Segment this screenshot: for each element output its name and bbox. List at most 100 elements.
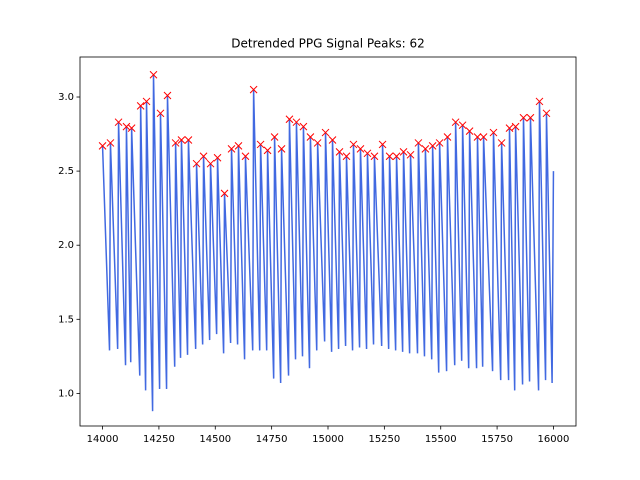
peak-marker-stroke [505, 124, 514, 132]
peak-marker [149, 70, 158, 79]
y-tick-label: 3.0 [58, 92, 74, 103]
peak-marker-stroke [192, 159, 201, 168]
peak-marker [313, 139, 322, 147]
x-tick-label: 14500 [199, 434, 231, 445]
peak-marker-stroke [349, 140, 358, 149]
peak-marker [363, 149, 372, 158]
peak-marker [184, 136, 193, 144]
peak-marker [342, 152, 351, 161]
peak-marker-stroke [479, 133, 488, 141]
peak-marker [378, 140, 387, 149]
peak-marker [519, 113, 528, 122]
x-tick-label: 14750 [256, 434, 288, 445]
x-tick-label: 15250 [368, 434, 400, 445]
peak-marker [542, 109, 551, 118]
peak-marker-stroke [241, 152, 250, 161]
peak-marker-stroke [370, 152, 379, 161]
peak-marker-stroke [171, 139, 180, 147]
peak-marker-stroke [136, 102, 145, 110]
peak-marker [414, 139, 423, 147]
peak-marker-stroke [511, 122, 520, 131]
peak-marker [370, 152, 379, 161]
x-tick-label: 16000 [538, 434, 570, 445]
peak-marker-stroke [473, 133, 482, 141]
peak-marker-stroke [313, 139, 322, 147]
peak-marker-stroke [526, 113, 535, 122]
peak-marker [156, 109, 165, 118]
peak-marker [127, 124, 136, 132]
peak-marker [356, 145, 365, 153]
peak-marker [392, 152, 401, 161]
peak-marker-stroke [451, 118, 460, 127]
peak-marker-stroke [328, 136, 337, 144]
peak-marker-stroke [497, 139, 506, 147]
plot-frame [79, 56, 577, 427]
peak-marker-stroke [184, 136, 193, 144]
peak-marker [435, 139, 444, 147]
peak-marker [335, 147, 344, 156]
x-tick-label: 15000 [312, 434, 344, 445]
peak-marker [256, 140, 265, 149]
peak-marker-stroke [385, 152, 394, 161]
peak-marker [285, 115, 294, 124]
peak-marker [473, 133, 482, 141]
x-tick-label: 14000 [87, 434, 119, 445]
peak-marker [192, 159, 201, 168]
peak-marker [106, 139, 115, 147]
peak-marker [497, 139, 506, 147]
peak-marker [270, 133, 279, 141]
peak-marker [428, 142, 437, 150]
y-tick-label: 1.0 [58, 388, 74, 399]
peak-marker [421, 145, 430, 153]
peak-marker-stroke [535, 97, 544, 106]
peak-marker-stroke [270, 133, 279, 141]
peak-marker [511, 122, 520, 131]
peak-marker-stroke [443, 133, 452, 141]
peak-marker [306, 133, 315, 141]
peak-marker-stroke [356, 145, 365, 153]
x-tick-label: 14250 [143, 434, 175, 445]
peak-marker-stroke [263, 146, 272, 155]
peak-marker-stroke [213, 153, 222, 162]
peak-marker [465, 127, 474, 135]
peak-marker [277, 145, 286, 153]
peak-marker-stroke [292, 118, 301, 127]
peak-marker-stroke [256, 140, 265, 149]
peak-marker [263, 146, 272, 155]
peak-marker-stroke [306, 133, 315, 141]
peak-marker-stroke [199, 152, 208, 161]
peak-marker-stroke [249, 85, 258, 94]
peak-marker [451, 118, 460, 127]
peak-marker-stroke [435, 139, 444, 147]
y-tick-label: 2.0 [58, 240, 74, 251]
peak-marker [163, 91, 172, 100]
peak-marker [136, 102, 145, 110]
peak-marker [220, 189, 229, 198]
y-tick-label: 1.5 [58, 314, 74, 325]
peak-marker-stroke [421, 145, 430, 153]
peak-marker-stroke [149, 70, 158, 79]
peak-marker [234, 142, 243, 150]
x-tick-label: 15750 [481, 434, 513, 445]
peak-marker [535, 97, 544, 106]
peak-marker [213, 153, 222, 162]
peak-marker [177, 136, 186, 144]
peak-marker [385, 152, 394, 161]
peak-marker-stroke [163, 91, 172, 100]
peak-marker [349, 140, 358, 149]
peak-marker [328, 136, 337, 144]
peak-marker [142, 97, 151, 106]
peak-marker [526, 113, 535, 122]
peak-marker-stroke [227, 145, 236, 153]
peak-marker [199, 152, 208, 161]
peak-marker [98, 142, 107, 150]
peak-marker-stroke [519, 113, 528, 122]
peak-marker-stroke [156, 109, 165, 118]
peak-marker [505, 124, 514, 132]
peak-marker [458, 121, 467, 130]
peak-marker [489, 128, 498, 137]
peak-marker-stroke [177, 136, 186, 144]
peak-marker-stroke [98, 142, 107, 150]
